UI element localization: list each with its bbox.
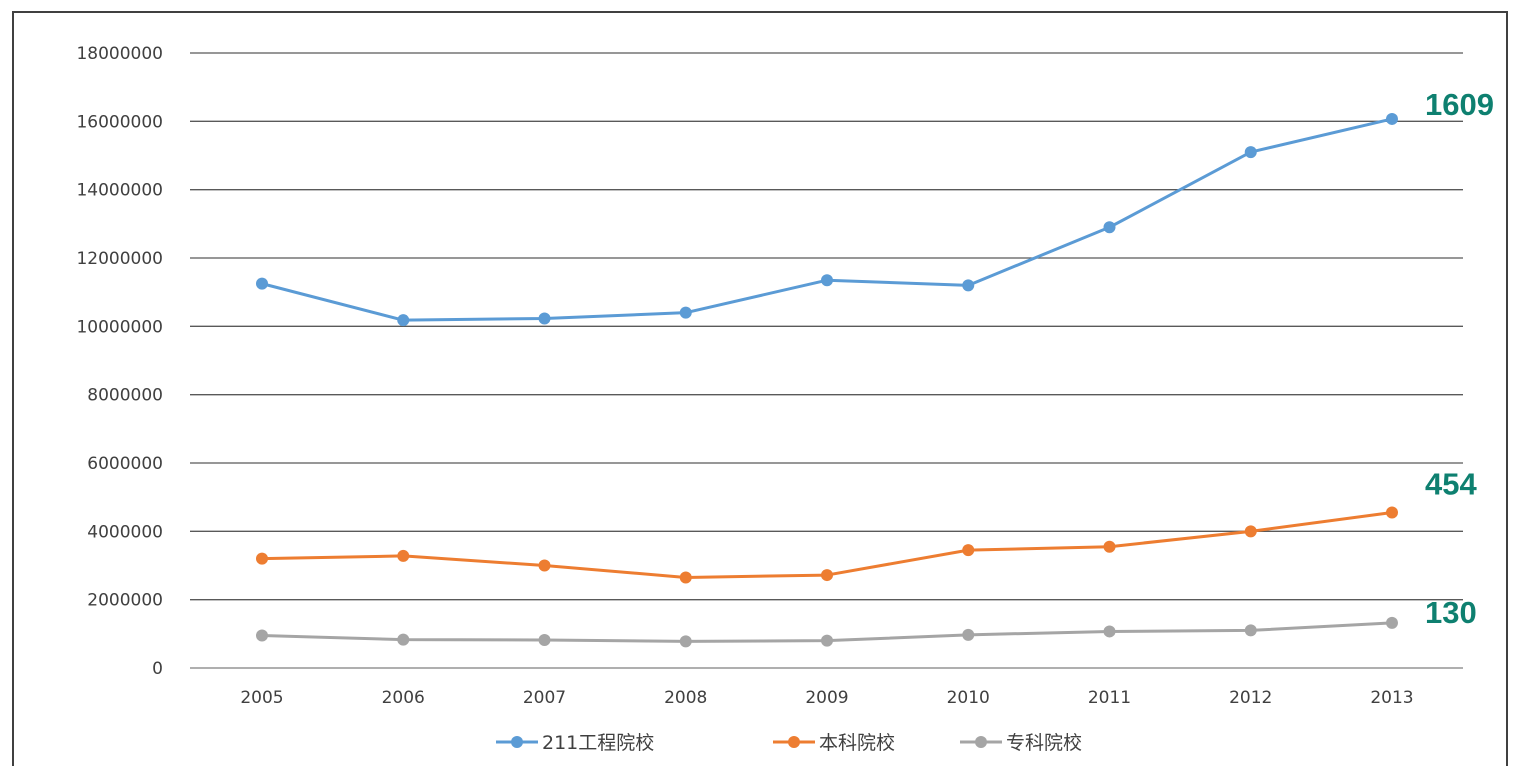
x-tick-label: 2012 [1229,688,1272,708]
chart-border [12,11,1508,770]
legend: 211工程院校 本科院校 专科院校 [496,732,1082,754]
y-tick-label: 6000000 [87,454,163,474]
data-point [1103,540,1116,553]
x-tick-label: 2009 [805,688,848,708]
legend-marker [788,736,800,748]
y-tick-label: 8000000 [87,386,163,406]
data-point [679,571,692,584]
y-tick-label: 12000000 [76,249,163,269]
y-axis-ticks: 0 2000000 4000000 6000000 8000000 10000000 120… [76,44,163,679]
gridlines [190,52,1463,669]
data-point [397,314,410,327]
data-point [397,549,410,562]
data-point [1103,625,1116,638]
data-point [679,306,692,319]
x-tick-label: 2005 [240,688,283,708]
end-value-label: 1609 [1425,87,1494,122]
data-point [1244,624,1257,637]
legend-marker [511,736,523,748]
data-point [1244,146,1257,159]
end-value-label: 130 [1425,595,1477,630]
data-point [256,277,268,290]
legend-label: 211工程院校 [542,732,654,754]
end-value-label: 454 [1425,467,1477,502]
x-tick-label: 2010 [947,688,990,708]
data-point [1386,506,1398,519]
y-tick-label: 2000000 [87,591,163,611]
y-tick-label: 0 [152,659,163,679]
legend-label: 本科院校 [819,732,895,754]
x-axis-ticks: 2005 2006 2007 2008 2009 2010 2011 2012 2013 [240,688,1413,708]
y-tick-label: 14000000 [76,181,163,201]
legend-label: 专科院校 [1006,732,1082,754]
end-labels: 1609 454 130 [1425,87,1494,630]
y-tick-label: 16000000 [76,112,163,132]
data-point [679,635,692,648]
data-point [1386,616,1398,629]
data-point [538,633,551,646]
y-tick-label: 4000000 [87,522,163,542]
legend-marker [975,736,987,748]
x-tick-label: 2008 [664,688,707,708]
series-lines [256,112,1398,648]
y-tick-label: 10000000 [76,317,163,337]
x-tick-label: 2006 [382,688,425,708]
data-point [821,569,833,582]
data-point [1386,112,1398,125]
data-point [1103,221,1116,234]
data-point [962,628,975,641]
x-tick-label: 2007 [523,688,566,708]
data-point [962,544,975,557]
data-point [256,552,268,565]
data-point [397,633,410,646]
data-point [1244,525,1257,538]
data-point [538,312,551,325]
data-point [821,274,833,287]
y-tick-label: 18000000 [76,44,163,64]
data-point [538,559,551,572]
x-tick-label: 2013 [1370,688,1413,708]
x-tick-label: 2011 [1088,688,1131,708]
data-point [821,634,833,647]
data-point [962,279,975,292]
data-point [256,629,268,642]
